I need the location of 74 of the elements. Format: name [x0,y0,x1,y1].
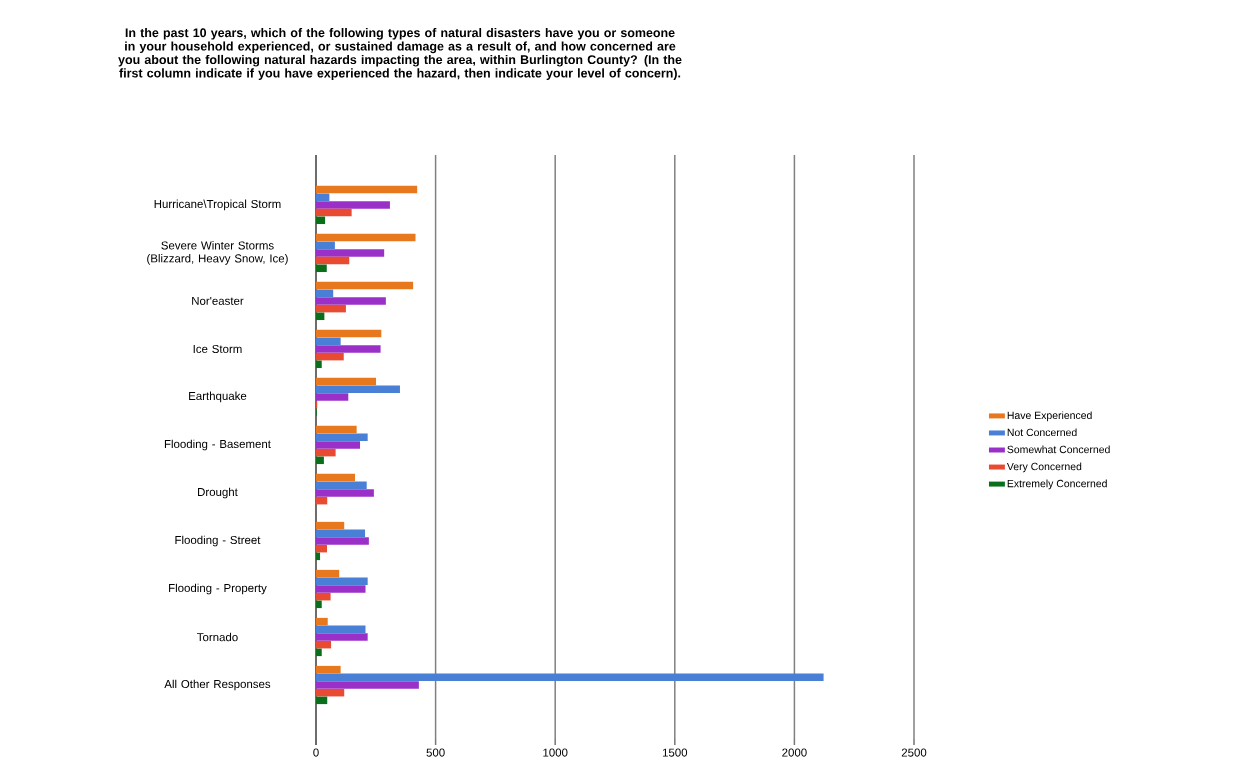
bar [316,577,368,586]
bar [316,544,327,553]
y-tick-label: Drought [198,487,238,499]
bar [316,665,341,674]
bar [316,208,352,217]
y-tick-label: Flooding - Property [169,583,267,595]
bar [316,337,341,346]
bar [316,264,327,273]
bar [316,617,328,626]
bar [316,289,334,298]
x-tick-label: 1500 [662,748,688,757]
y-tick-label: Tornado [197,632,238,642]
y-tick-label: All Other Responses [164,679,271,691]
legend-label: Not Concerned [1007,428,1077,437]
bar [316,673,824,682]
bar [316,352,344,361]
bar [316,249,385,257]
legend-label: Extremely Concerned [1007,479,1107,490]
bar [316,521,345,530]
bar [316,297,386,305]
bar [316,640,332,649]
bar [316,441,361,449]
bar [316,425,357,434]
bar [316,281,414,290]
x-tick-label: 500 [426,748,445,757]
x-tick-label: 2000 [782,748,807,757]
bar [316,433,368,442]
bar [316,600,322,609]
bar [316,256,350,265]
bar [316,569,340,578]
bar [316,688,345,697]
bar [316,233,416,242]
bar [316,201,390,209]
y-tick-label: Nor'easter [192,296,244,305]
bar [316,216,326,225]
y-tick-label: Hurricane\Tropical Storm [154,199,281,211]
bar [316,648,322,657]
bar [316,377,377,386]
bar [316,496,328,505]
bar [316,633,368,641]
bar [316,473,355,482]
x-tick-label: 0 [313,748,319,757]
bar [316,393,349,401]
legend-label: Very Concerned [1006,462,1082,473]
chart-title: In the past 10 years, which of the following types of natural disasters have you or someone in your household experienced, or sustained damage as a result of, and how concerned are you about the following natural hazards impacting the area, within Burlington County? (In the first column indicate if you have experienced the hazard, then indicate your level of concern). [118,28,682,80]
bar [316,592,331,601]
bar [316,696,328,705]
bar [316,625,366,634]
bar [316,585,366,593]
y-tick-label: Severe Winter Storms (Blizzard, Heavy Snow, Ice) [147,241,288,265]
bar [316,345,381,353]
bar [316,185,418,194]
bar [316,552,321,561]
bar [316,481,367,490]
bar [316,537,369,545]
bar [316,193,330,201]
bar [316,360,322,369]
bar [316,329,382,338]
bar [316,489,374,497]
legend-label: Somewhat Concerned [1007,445,1110,454]
y-tick-label: Flooding - Street [175,535,261,547]
y-tick-label: Earthquake [189,391,247,403]
bar [316,681,419,689]
legend-label: Have Experienced [1007,411,1092,422]
bar [316,385,400,394]
bar [316,241,335,249]
bar [316,456,324,465]
x-tick-label: 2500 [901,748,927,757]
bar [316,529,366,538]
bar [316,304,346,313]
y-tick-label: Ice Storm [193,344,242,353]
x-tick-label: 1000 [543,748,568,757]
y-tick-label: Flooding - Basement [164,439,271,451]
bar [316,448,336,457]
